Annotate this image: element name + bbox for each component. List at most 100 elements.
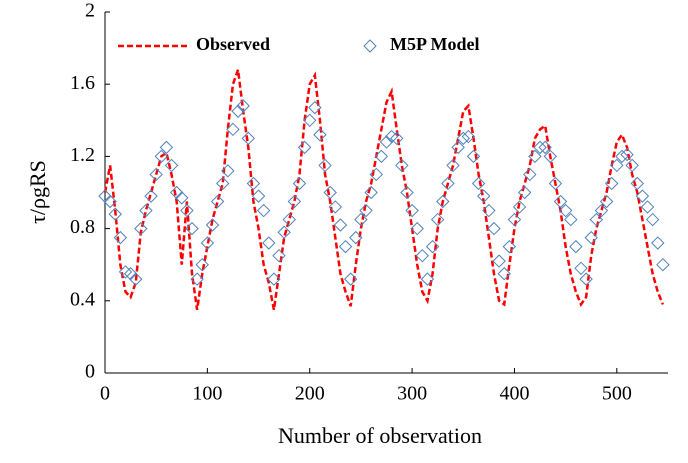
data-point [558, 203, 573, 218]
data-point [349, 230, 363, 245]
y-tick-label: 1.6 [70, 72, 95, 94]
y-tick-label: 0 [85, 361, 95, 383]
data-point [200, 236, 215, 250]
data-point [267, 272, 281, 286]
data-point [625, 158, 639, 173]
data-point [113, 230, 128, 245]
data-point [134, 221, 148, 236]
data-point [108, 207, 122, 221]
data-point [507, 212, 522, 227]
data-point [487, 221, 501, 236]
data-point [118, 265, 133, 279]
data-point [272, 248, 286, 263]
data-point [328, 200, 343, 214]
data-point [584, 230, 598, 245]
data-point [390, 131, 404, 146]
data-point [574, 261, 588, 276]
legend-label: Observed [196, 34, 270, 54]
data-point [579, 272, 593, 286]
data-point [461, 129, 476, 144]
data-point [139, 203, 153, 218]
data-point [262, 236, 276, 250]
data-point [343, 272, 358, 286]
data-point [594, 203, 609, 218]
data-point [599, 194, 614, 209]
data-point [610, 158, 624, 173]
data-point [640, 200, 655, 214]
data-point [533, 140, 547, 155]
data-point [185, 221, 199, 236]
data-point [497, 267, 511, 281]
data-point [103, 194, 117, 209]
data-point [553, 194, 568, 209]
data-point [180, 203, 194, 218]
data-point [292, 176, 307, 191]
x-tick-label: 200 [295, 383, 325, 405]
data-point [395, 158, 409, 173]
data-point [436, 194, 450, 209]
legend-label: M5P Model [390, 34, 479, 54]
y-tick-label: 1.2 [70, 144, 95, 166]
y-tick-label: 2 [85, 0, 95, 22]
data-point [456, 131, 470, 146]
data-point [287, 194, 302, 209]
data-point [523, 167, 537, 182]
data-point [400, 185, 414, 200]
data-point [318, 158, 332, 173]
data-point [359, 203, 373, 218]
y-axis-label: τ/ρgRS [25, 160, 50, 224]
data-point [620, 147, 634, 162]
data-point [543, 149, 557, 164]
data-point [405, 203, 419, 218]
data-point [129, 272, 143, 286]
data-point [323, 185, 337, 200]
y-tick-label: 0.8 [70, 216, 95, 238]
data-point [256, 203, 271, 218]
data-point [615, 149, 629, 164]
data-point [564, 212, 578, 227]
data-point [190, 272, 204, 286]
data-point [364, 185, 378, 200]
data-point [415, 248, 430, 263]
data-point [477, 189, 491, 203]
data-point [159, 140, 174, 155]
data-point [604, 176, 619, 191]
data-point [512, 200, 527, 214]
data-point [195, 257, 209, 272]
x-tick-label: 400 [499, 383, 529, 405]
data-point [482, 203, 496, 218]
data-point [282, 212, 296, 227]
x-tick-label: 300 [397, 383, 427, 405]
data-point [420, 272, 435, 286]
data-point [354, 212, 368, 227]
data-point [221, 164, 235, 178]
data-point [517, 185, 532, 200]
data-point [451, 140, 465, 155]
data-point [338, 239, 353, 254]
data-point [154, 149, 169, 164]
data-point [492, 254, 506, 268]
legend-marker [363, 39, 377, 53]
data-point [144, 189, 158, 203]
data-point [333, 218, 348, 232]
x-tick-label: 0 [100, 383, 110, 405]
data-point [216, 176, 230, 191]
data-point [149, 167, 163, 182]
data-point [656, 257, 670, 272]
data-point [441, 176, 455, 191]
data-point [635, 189, 650, 203]
data-point [471, 176, 486, 191]
data-point [538, 140, 552, 155]
y-tick-label: 0.4 [70, 288, 95, 310]
data-point [528, 149, 542, 164]
data-point [164, 158, 179, 173]
data-point [297, 140, 312, 155]
data-point [446, 158, 460, 173]
data-point [308, 100, 322, 115]
data-point [241, 131, 256, 146]
data-point [210, 194, 225, 209]
data-point [384, 129, 399, 144]
data-point [466, 149, 481, 164]
data-point [569, 239, 583, 254]
